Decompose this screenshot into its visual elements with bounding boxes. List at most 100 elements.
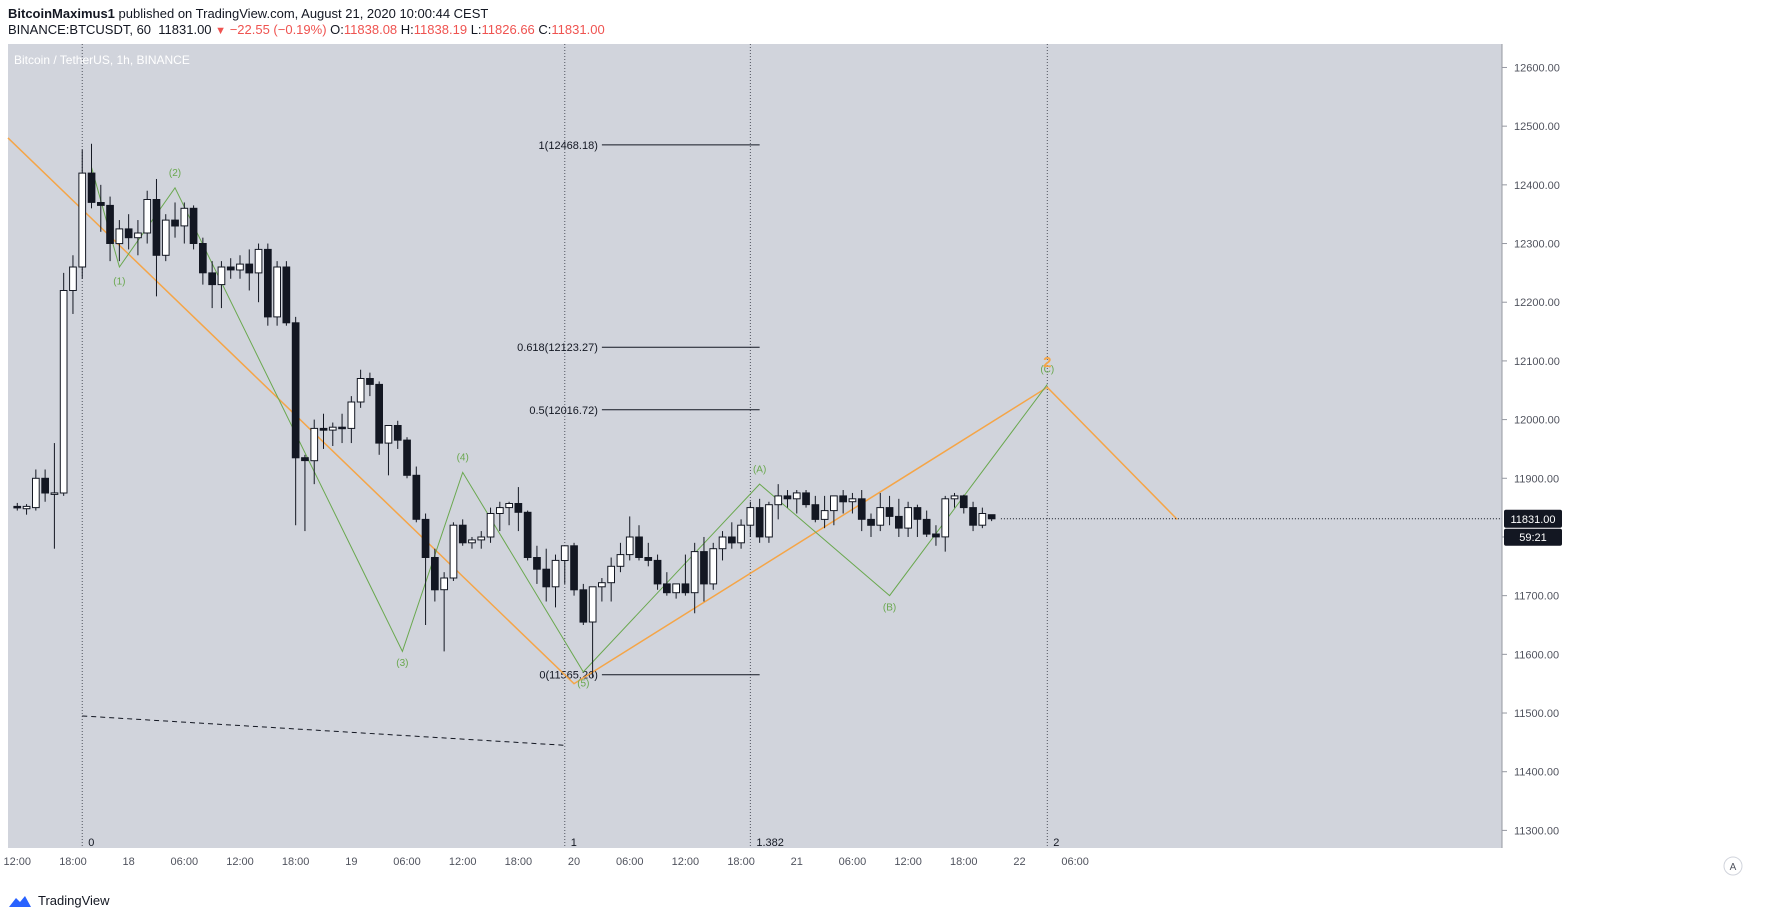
current-price-tag[interactable] — [1504, 509, 1562, 528]
candle-body[interactable] — [403, 439, 411, 476]
candle-body[interactable] — [523, 511, 532, 558]
candle-body[interactable] — [486, 513, 495, 538]
candle-body[interactable] — [913, 507, 922, 520]
plot-area[interactable] — [8, 44, 1502, 848]
candle-body[interactable] — [338, 426, 346, 430]
candle-body[interactable] — [421, 518, 430, 559]
candle-body[interactable] — [356, 378, 365, 403]
candle-body[interactable] — [319, 427, 328, 431]
candle-body[interactable] — [551, 559, 560, 588]
candle-body[interactable] — [41, 477, 49, 494]
time-axis[interactable] — [8, 848, 1502, 872]
candle-body[interactable] — [328, 426, 337, 431]
candle-body[interactable] — [226, 266, 235, 271]
candle-body[interactable] — [765, 504, 773, 538]
candle-body[interactable] — [180, 207, 189, 227]
auto-scale-button[interactable] — [1723, 856, 1743, 876]
candle-body[interactable] — [895, 515, 903, 529]
candle-body[interactable] — [876, 507, 885, 526]
candle-body[interactable] — [728, 536, 736, 544]
candle-body[interactable] — [375, 383, 383, 444]
candle-body[interactable] — [301, 457, 309, 462]
candle-body[interactable] — [579, 589, 588, 623]
candle-body[interactable] — [839, 495, 847, 503]
candle-body[interactable] — [477, 536, 486, 541]
candle-body[interactable] — [50, 492, 59, 495]
author-name[interactable]: BitcoinMaximus1 — [8, 6, 115, 21]
candle-body[interactable] — [468, 539, 476, 544]
candle-body[interactable] — [282, 266, 291, 324]
candle-body[interactable] — [431, 557, 439, 591]
candle-body[interactable] — [32, 477, 40, 509]
candle-body[interactable] — [254, 248, 263, 274]
candle-body[interactable] — [950, 495, 959, 500]
candle-body[interactable] — [310, 427, 319, 462]
candle-body[interactable] — [959, 495, 968, 509]
candle-body[interactable] — [681, 583, 690, 594]
candle-body[interactable] — [152, 199, 161, 256]
candle-body[interactable] — [22, 505, 31, 510]
candle-body[interactable] — [69, 266, 77, 291]
candle-body[interactable] — [533, 557, 541, 570]
candle-body[interactable] — [607, 565, 615, 584]
candle-body[interactable] — [885, 507, 894, 517]
candle-body[interactable] — [412, 474, 421, 520]
candle-body[interactable] — [598, 582, 606, 588]
price-axis[interactable] — [1502, 44, 1771, 848]
candle-body[interactable] — [653, 559, 662, 585]
candle-body[interactable] — [663, 583, 671, 594]
candle-body[interactable] — [143, 199, 152, 234]
candle-body[interactable] — [802, 492, 810, 506]
candle-body[interactable] — [97, 202, 105, 206]
candle-body[interactable] — [449, 524, 458, 579]
candle-body[interactable] — [737, 524, 745, 544]
candle-body[interactable] — [505, 503, 513, 509]
candle-body[interactable] — [384, 425, 393, 444]
candle-body[interactable] — [458, 524, 467, 544]
candle-body[interactable] — [514, 503, 523, 513]
candle-body[interactable] — [273, 266, 281, 318]
candle-body[interactable] — [709, 548, 718, 585]
candle-body[interactable] — [87, 172, 96, 203]
candle-body[interactable] — [690, 551, 699, 594]
candle-body[interactable] — [496, 507, 504, 515]
candle-body[interactable] — [718, 536, 727, 550]
candle-body[interactable] — [644, 557, 653, 561]
candle-body[interactable] — [857, 498, 866, 520]
candle-body[interactable] — [560, 545, 569, 561]
candle-body[interactable] — [124, 228, 133, 239]
tradingview-brand[interactable]: TradingView — [8, 893, 110, 908]
candle-body[interactable] — [59, 290, 68, 494]
candle-body[interactable] — [830, 495, 838, 512]
candle-body[interactable] — [78, 172, 87, 268]
candle-body[interactable] — [245, 263, 254, 274]
candle-body[interactable] — [783, 495, 792, 500]
candle-body[interactable] — [932, 533, 940, 538]
candle-body[interactable] — [700, 551, 708, 585]
candle-body[interactable] — [161, 219, 170, 256]
candle-body[interactable] — [755, 507, 764, 538]
candle-body[interactable] — [746, 507, 755, 526]
candle-body[interactable] — [588, 586, 597, 623]
candle-body[interactable] — [264, 248, 272, 318]
candle-body[interactable] — [625, 536, 634, 556]
candle-body[interactable] — [542, 568, 551, 588]
candle-body[interactable] — [366, 378, 374, 385]
candle-body[interactable] — [189, 207, 198, 245]
candle-body[interactable] — [171, 219, 179, 227]
candle-body[interactable] — [115, 228, 124, 245]
candle-body[interactable] — [867, 518, 875, 526]
candle-body[interactable] — [440, 577, 448, 591]
candle-body[interactable] — [820, 510, 829, 520]
candle-body[interactable] — [106, 204, 114, 244]
candle-body[interactable] — [13, 505, 22, 509]
candle-body[interactable] — [774, 495, 783, 506]
candle-body[interactable] — [236, 263, 244, 271]
candle-body[interactable] — [987, 514, 996, 520]
candle-body[interactable] — [134, 232, 142, 239]
candle-body[interactable] — [792, 492, 801, 500]
candle-body[interactable] — [635, 536, 643, 558]
candle-body[interactable] — [393, 425, 402, 441]
candle-body[interactable] — [199, 243, 207, 274]
